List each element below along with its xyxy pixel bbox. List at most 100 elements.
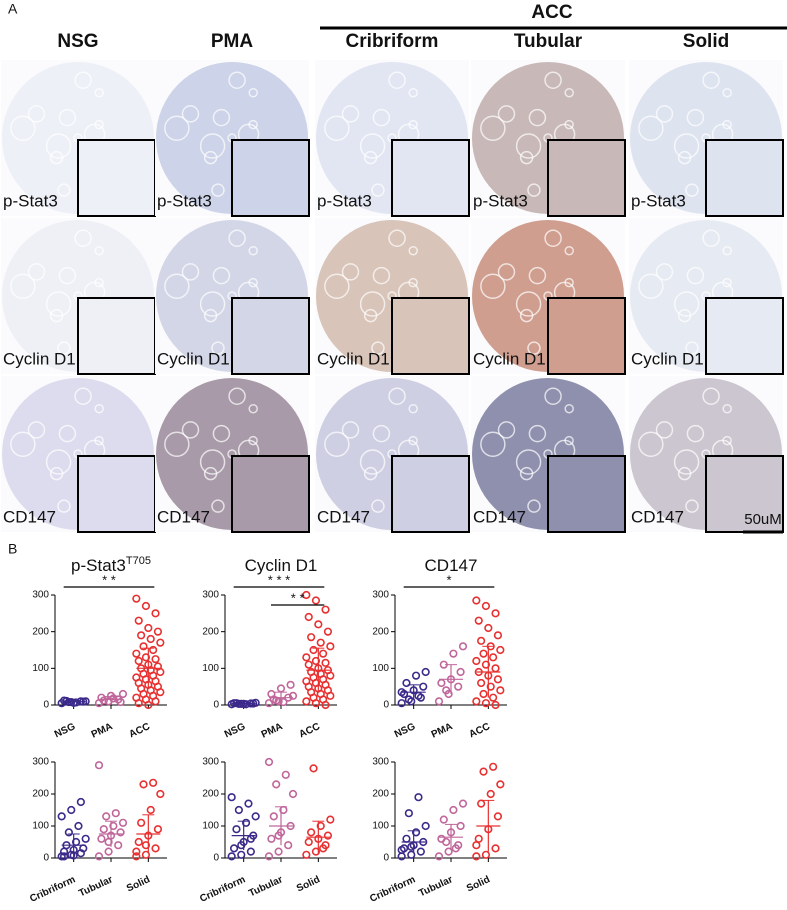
y-tick-label: 0 <box>213 700 219 711</box>
x-tick-label: Solid <box>125 874 152 894</box>
data-point <box>434 852 444 861</box>
panel-label: B <box>8 541 17 557</box>
y-tick-label: 100 <box>372 663 389 674</box>
data-point <box>481 850 491 859</box>
tissue-texture <box>480 273 506 299</box>
tissue-texture <box>388 229 406 247</box>
inset <box>391 139 470 217</box>
data-point <box>311 656 321 666</box>
tissue-texture <box>199 449 226 475</box>
y-tick-label: 300 <box>32 590 49 601</box>
tissue-texture <box>722 403 732 414</box>
data-point <box>484 623 493 633</box>
data-point <box>474 616 483 625</box>
tissue-texture <box>27 263 46 281</box>
data-point <box>442 837 451 847</box>
data-point <box>491 664 500 673</box>
data-point <box>264 757 274 767</box>
tissue-texture <box>57 341 71 355</box>
data-point <box>491 700 500 710</box>
data-point <box>454 682 463 691</box>
tissue-texture <box>480 115 506 141</box>
data-point <box>64 828 73 837</box>
data-point <box>146 805 155 815</box>
data-point <box>139 642 148 651</box>
y-tick-label: 300 <box>202 590 219 601</box>
tissue-texture <box>181 263 200 281</box>
x-tick-label: Tubular <box>77 874 114 899</box>
data-point <box>304 612 313 622</box>
data-point <box>411 671 421 680</box>
data-point <box>449 805 458 815</box>
data-point <box>227 852 236 861</box>
data-point <box>496 645 505 655</box>
data-point <box>279 697 288 707</box>
data-point <box>477 636 486 645</box>
data-point <box>151 609 160 618</box>
tissue-texture <box>10 115 36 141</box>
data-point <box>227 793 236 802</box>
tissue-texture <box>480 431 506 457</box>
data-point <box>316 821 325 831</box>
tissue-texture <box>94 87 104 98</box>
row-label: CD147 <box>317 507 370 526</box>
tissue-texture <box>497 105 516 123</box>
panel-label: A <box>8 1 18 17</box>
data-point <box>156 688 165 697</box>
inset <box>231 139 310 217</box>
tissue-texture <box>248 87 258 98</box>
data-point <box>481 660 491 669</box>
data-point <box>67 805 76 815</box>
y-tick-label: 300 <box>202 757 219 768</box>
x-tick-label: Solid <box>465 874 492 894</box>
data-point <box>311 596 321 605</box>
data-point <box>104 837 113 847</box>
data-point <box>407 842 416 851</box>
data-point <box>309 764 318 773</box>
tissue-texture <box>324 431 350 457</box>
inset <box>705 455 784 533</box>
data-point <box>307 828 316 837</box>
tissue-texture <box>199 291 226 317</box>
x-tick-label: Cribriform <box>28 874 77 905</box>
tissue-texture <box>638 115 664 141</box>
data-point <box>326 815 335 824</box>
data-point <box>472 697 481 706</box>
data-point <box>141 850 151 859</box>
tissue-texture <box>638 431 664 457</box>
data-point <box>116 828 125 837</box>
chart-title: p-Stat3T705 <box>71 555 151 576</box>
y-tick-label: 300 <box>372 757 389 768</box>
tissue-texture <box>248 245 258 256</box>
y-tick-label: 100 <box>32 663 49 674</box>
tissue-texture <box>702 387 720 405</box>
data-point <box>134 656 143 666</box>
tissue-texture <box>58 108 77 127</box>
tissue-texture <box>212 424 231 443</box>
data-point <box>109 694 118 703</box>
data-point <box>489 762 498 771</box>
row-label: CD147 <box>473 507 526 526</box>
x-tick-label: Cribriform <box>198 874 247 905</box>
column-header: Tubular <box>514 31 583 52</box>
data-point <box>288 789 298 799</box>
significance-label: * <box>446 572 451 587</box>
data-point <box>151 844 160 853</box>
tissue-texture <box>228 229 246 247</box>
x-tick-label: Cribriform <box>368 874 417 905</box>
row-label: Cyclin D1 <box>631 349 704 368</box>
data-point <box>493 812 503 821</box>
tissue-texture <box>686 424 705 443</box>
title-text: CD147 <box>425 556 478 575</box>
row-label: Cyclin D1 <box>3 349 76 368</box>
y-tick-label: 100 <box>372 821 389 832</box>
tissue-texture <box>497 263 516 281</box>
tissue-texture <box>181 105 200 123</box>
data-point <box>153 627 163 636</box>
tissue-texture <box>10 273 36 299</box>
tissue-texture <box>10 431 36 457</box>
data-point <box>134 616 143 625</box>
row-label: Cyclin D1 <box>317 349 390 368</box>
group-header: ACC <box>531 2 572 23</box>
tissue-texture <box>564 245 574 256</box>
